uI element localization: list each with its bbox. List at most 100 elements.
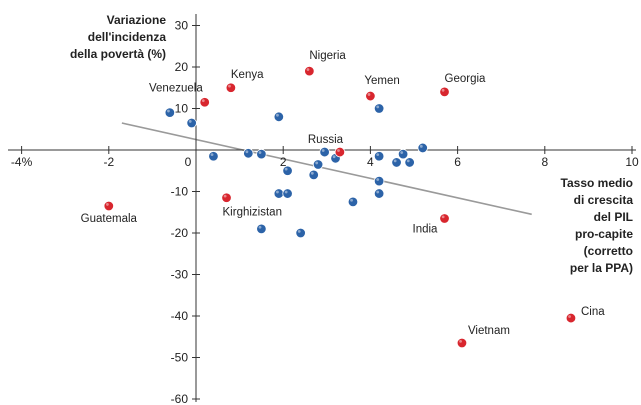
data-point-highlight [376,153,380,157]
points-layer [103,65,577,349]
data-point-highlight [350,198,353,202]
y-tick-label: 10 [175,102,189,116]
axis-titles-layer: Variazione dell'incidenza della povertà (%… [70,13,633,275]
point-label: Venezuela [149,82,203,94]
data-point-highlight [106,203,109,206]
data-point [319,146,330,158]
data-point-highlight [400,151,404,154]
x-axis-title-line: del PIL [594,210,633,224]
point-label: Vietnam [468,325,510,337]
data-point [282,188,293,199]
data-point [256,148,267,160]
data-point-highlight [306,68,310,71]
data-point [439,213,450,224]
data-point-highlight [284,190,288,194]
data-point-highlight [258,151,262,154]
data-point [334,146,346,158]
data-point [295,227,306,239]
x-axis-title-line: Tasso medio [561,176,633,190]
x-tick-label: 8 [541,155,548,169]
data-point-highlight [276,190,279,194]
data-point-highlight [210,153,214,157]
x-tick-label: 10 [625,155,639,169]
point-label: Nigeria [309,50,346,62]
data-point [417,142,428,154]
y-axis-title-line: Variazione [107,13,167,27]
data-point [565,312,577,324]
y-tick-label: -10 [171,185,189,199]
y-tick-label: 20 [175,60,189,74]
y-tick-label: 30 [175,19,189,33]
data-point-highlight [223,194,227,198]
x-tick-label: 2 [280,155,287,169]
data-point-highlight [376,105,380,109]
data-point-highlight [167,109,170,113]
point-label: Kirghizistan [223,207,282,219]
y-tick-label: -60 [171,392,189,405]
data-point-highlight [367,93,371,96]
x-tick-label: 0 [185,155,192,169]
data-point-highlight [228,84,231,88]
data-point [456,337,468,349]
data-point [243,148,254,159]
data-point [308,169,319,181]
point-label: Georgia [445,73,487,85]
y-tick-label: -30 [171,268,189,282]
point-label: Guatemala [81,213,138,225]
x-axis-title-line: di crescita [574,193,634,207]
data-point-highlight [441,215,445,219]
data-point-highlight [393,159,397,163]
data-point-highlight [297,230,301,233]
data-point [373,188,385,199]
y-tick-label: -50 [171,351,189,365]
data-point-highlight [258,225,262,229]
data-point-highlight [441,88,445,92]
point-label: Cina [581,306,605,318]
point-label: Yemen [364,75,399,87]
data-point [221,192,232,203]
point-label: India [413,223,439,235]
trend-line-layer [121,122,532,216]
data-point [186,117,197,129]
y-tick-label: -20 [171,226,189,240]
data-point-highlight [276,113,279,117]
data-point-highlight [337,149,340,152]
data-point-highlight [406,159,410,163]
data-point [304,65,315,77]
x-tick-label: -4% [11,155,33,169]
data-point-highlight [568,315,571,318]
data-point [164,107,176,118]
data-point [397,148,409,160]
x-axis-title-line: pro-capite [575,227,633,241]
data-point-highlight [332,155,336,159]
x-tick-label: -2 [103,155,114,169]
data-point-highlight [284,167,288,171]
y-tick-label: -40 [171,309,189,323]
data-point-highlight [376,190,380,194]
data-point [439,86,450,98]
data-point-highlight [188,120,192,123]
data-point-highlight [376,178,380,181]
point-label: Russia [308,134,344,146]
data-point-highlight [201,99,205,103]
data-point-highlight [310,171,314,175]
data-point [273,188,285,199]
data-point-highlight [459,339,462,343]
x-axis-title-line: (corretto [584,244,633,258]
data-point [391,157,402,168]
trend-line [121,122,532,216]
y-axis-title-line: della povertà (%) [70,47,166,61]
point-label: Kenya [231,69,264,81]
data-point [199,97,210,108]
data-point-highlight [321,149,325,152]
data-point [256,223,267,235]
data-point-highlight [245,150,249,154]
data-point [273,111,285,123]
data-point [373,103,385,114]
data-point [404,157,415,168]
data-point [225,82,237,93]
data-point [365,90,376,102]
data-point [373,151,385,162]
